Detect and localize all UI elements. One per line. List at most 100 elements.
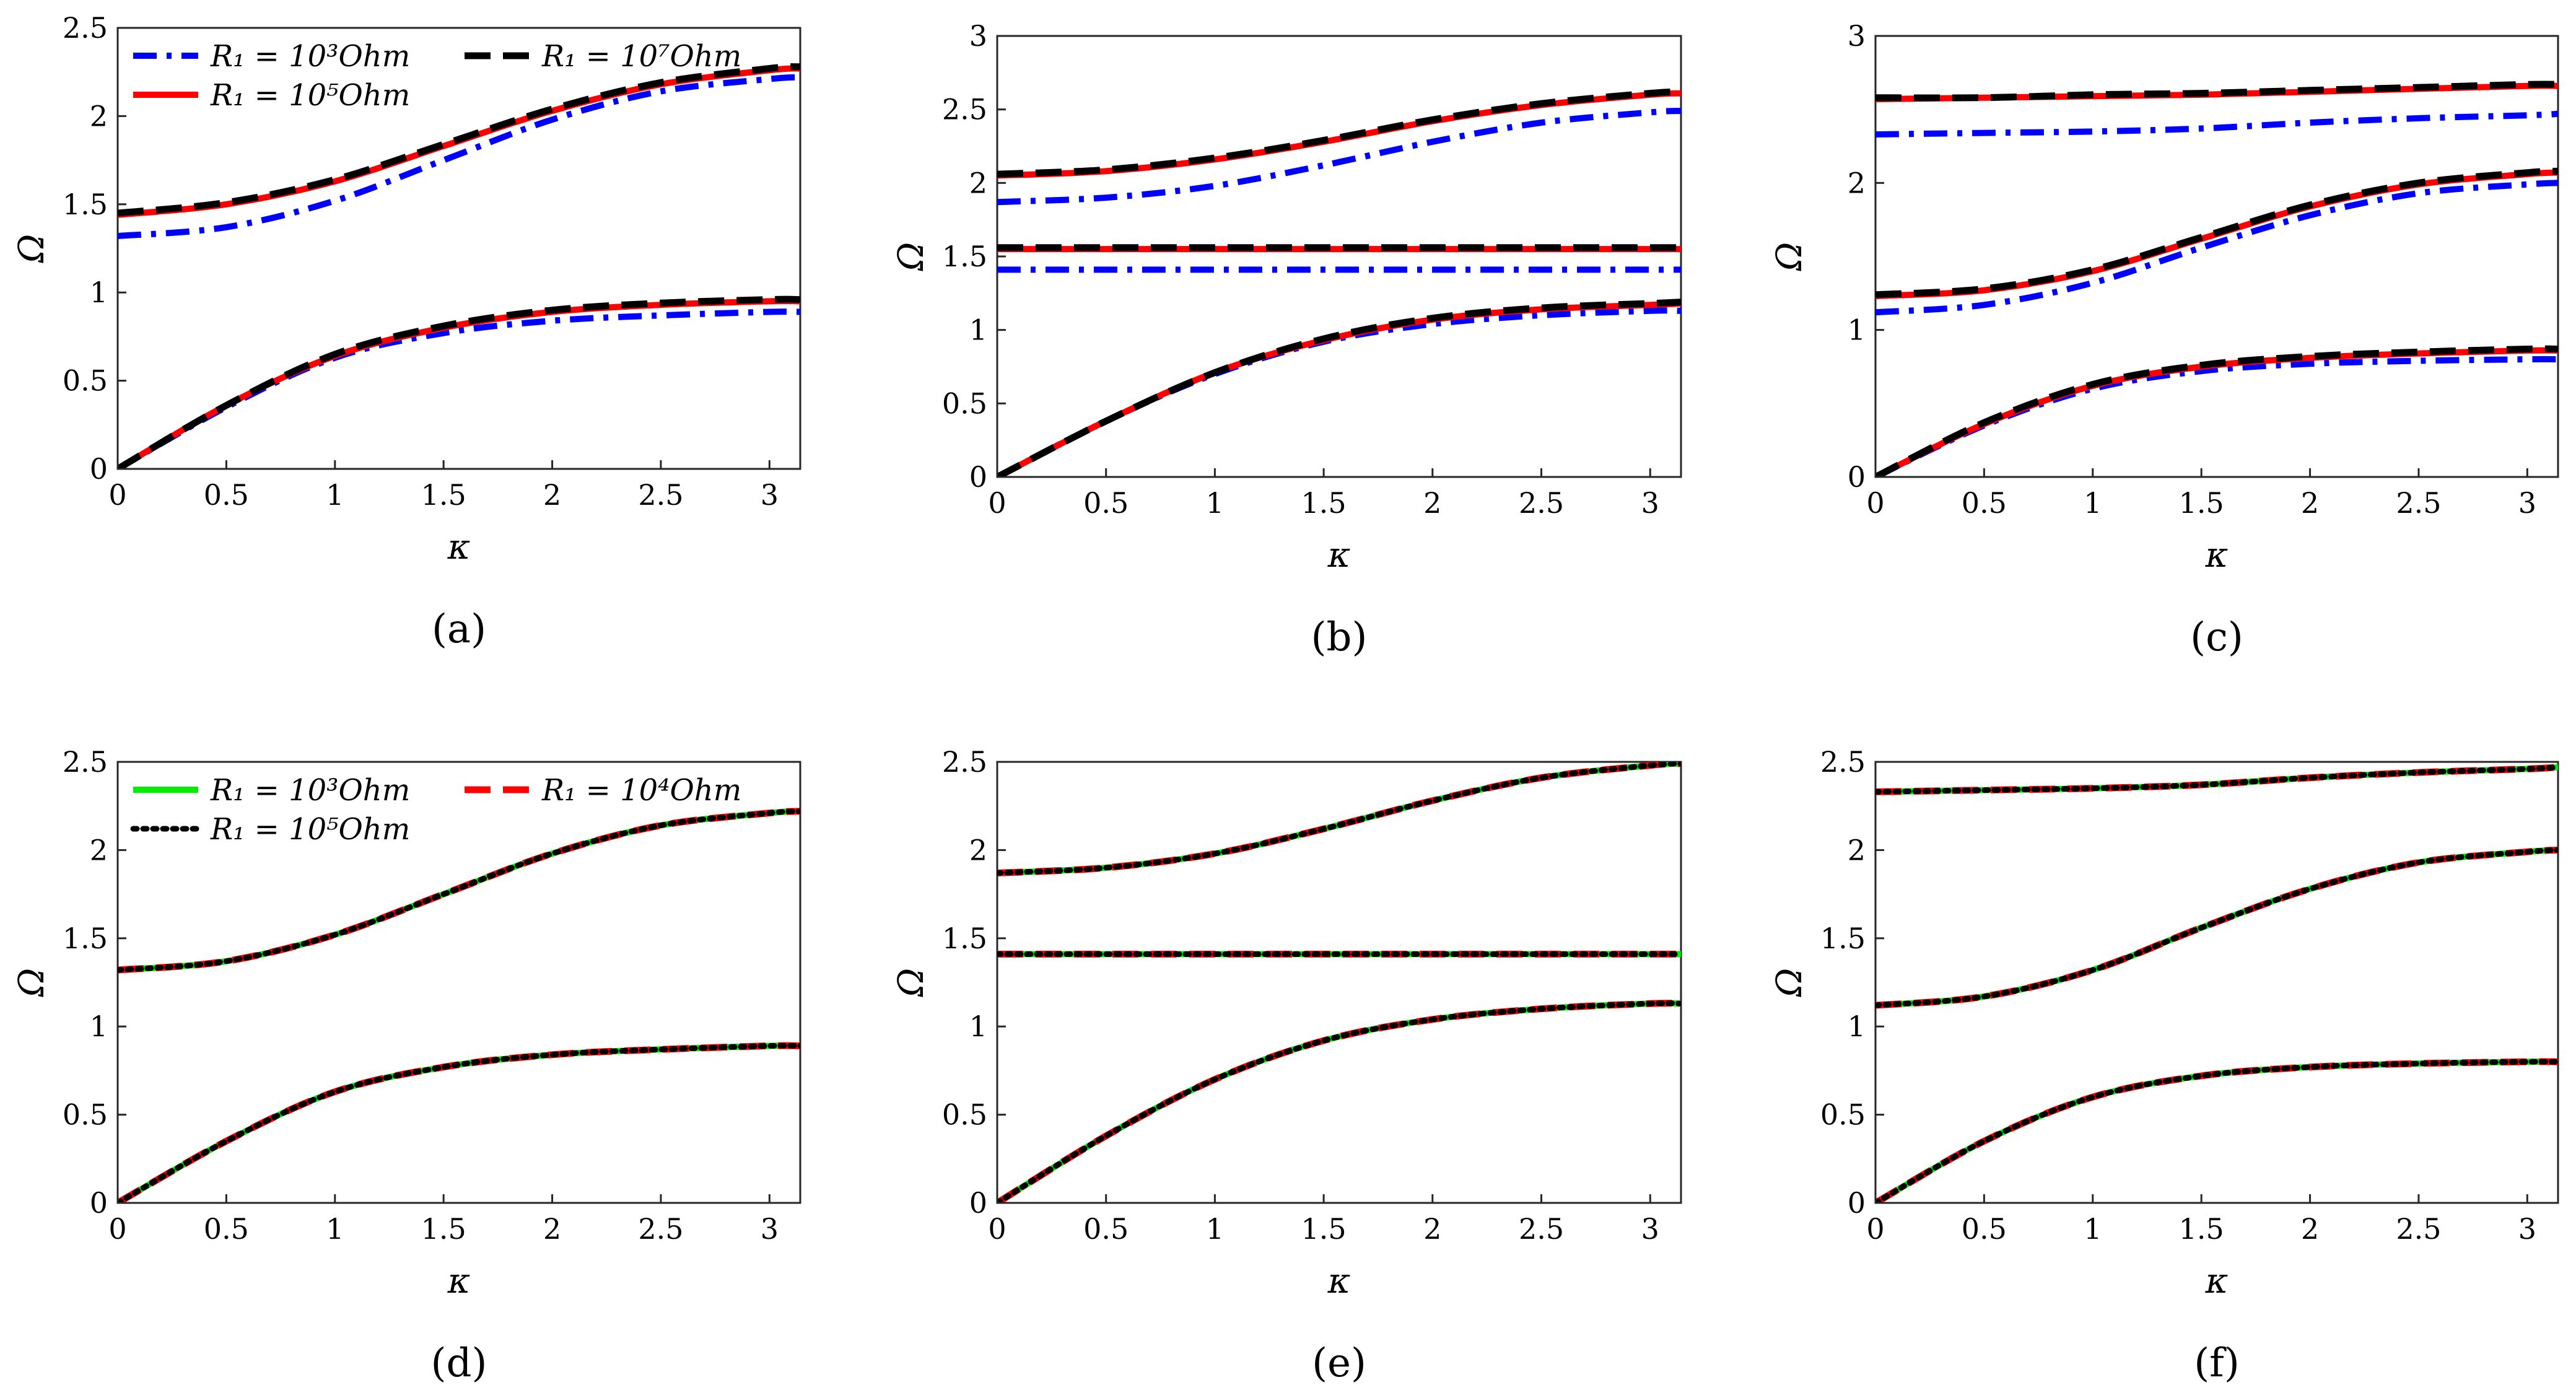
y-tick-label: 0 (90, 452, 108, 486)
series-line-b-0 (997, 307, 1681, 477)
y-tick-label: 1.5 (63, 188, 108, 221)
y-tick-label: 2.5 (942, 93, 987, 126)
series-line-c-6 (1875, 345, 2558, 477)
y-axis-label: Ω (1770, 968, 1810, 997)
x-axis-label: κ (1327, 535, 1351, 575)
y-tick-label: 1.5 (63, 922, 108, 955)
y-tick-label: 1.5 (1820, 922, 1866, 955)
x-tick-label: 1.5 (421, 1212, 466, 1246)
x-tick-label: 2 (2301, 486, 2319, 520)
x-tick-label: 3 (761, 478, 779, 512)
series-line-a-1 (118, 74, 800, 240)
x-tick-label: 2 (1423, 1212, 1441, 1246)
y-tick-label: 0 (90, 1186, 108, 1220)
x-tick-label: 0.5 (1083, 1212, 1129, 1246)
y-axis-label: Ω (12, 234, 52, 263)
legend-label-2: R₁ = 10⁵Ohm (210, 812, 410, 847)
x-tick-label: 2 (2301, 1212, 2319, 1246)
series-line-e-8 (997, 762, 1681, 876)
x-tick-label: 2 (1423, 486, 1441, 520)
x-tick-label: 1.5 (1301, 1212, 1347, 1246)
x-tick-label: 2.5 (638, 478, 683, 512)
y-tick-label: 2 (969, 166, 987, 199)
panel-caption: (e) (1312, 1340, 1366, 1385)
y-axis-label: Ω (1770, 242, 1810, 271)
x-tick-label: 1 (1206, 1212, 1224, 1246)
x-tick-label: 1 (326, 1212, 344, 1246)
y-tick-label: 1 (90, 1010, 108, 1043)
series-line-d-5 (118, 808, 800, 973)
y-tick-label: 0.5 (942, 387, 987, 420)
y-tick-label: 0.5 (1820, 1098, 1866, 1132)
x-axis-label: κ (2205, 535, 2229, 575)
y-tick-label: 1 (1848, 313, 1866, 347)
chart-panel-e: 0 0.5 1 1.5 2 2.5 3 0 0.5 1 1.5 2 2.5 κ Ω (e) (891, 745, 1682, 1385)
plot-frame (996, 35, 1682, 478)
plot-frame (116, 27, 801, 470)
legend-label-0: R₁ = 10³Ohm (210, 39, 410, 74)
series-line-a-5 (118, 63, 800, 217)
series-line-c-8 (1875, 81, 2558, 102)
plot-frame (1874, 761, 2559, 1204)
x-tick-label: 0 (108, 1212, 126, 1246)
series-line-c-2 (1875, 110, 2558, 138)
y-tick-label: 2 (969, 833, 987, 867)
y-tick-label: 0.5 (942, 1098, 987, 1132)
y-tick-label: 3 (969, 19, 987, 53)
x-axis-label: κ (447, 1261, 471, 1301)
series-line-c-0 (1875, 356, 2558, 477)
series-line-a-4 (118, 295, 800, 469)
y-tick-label: 0 (1848, 1186, 1866, 1220)
y-tick-label: 2.5 (1820, 745, 1866, 779)
chart-panel-c: 0 0.5 1 1.5 2 2.5 3 0 1 2 3 κ Ω (c) (1770, 19, 2559, 660)
y-tick-label: 2.5 (942, 745, 987, 779)
y-tick-label: 2 (90, 99, 108, 133)
x-tick-label: 0 (988, 486, 1006, 520)
series-line-f-7 (1875, 847, 2558, 1008)
x-tick-label: 2.5 (2396, 1212, 2441, 1246)
series-group (118, 808, 800, 1203)
series-line-c-7 (1875, 167, 2558, 299)
chart-panel-a: 0 0.5 1 1.5 2 2.5 3 0 0.5 1 1.5 2 2.5 κ Ω (a) R₁ = 10³Oh… (12, 11, 801, 652)
y-tick-label: 1 (969, 313, 987, 347)
x-tick-label: 1.5 (2179, 486, 2224, 520)
x-tick-label: 1.5 (1301, 486, 1347, 520)
panel-caption: (d) (431, 1340, 487, 1385)
x-tick-label: 0.5 (1962, 1212, 2007, 1246)
x-tick-label: 2.5 (1519, 486, 1564, 520)
series-line-e-6 (997, 1000, 1681, 1203)
legend-label-1: R₁ = 10⁷Ohm (541, 39, 741, 74)
x-tick-label: 0.5 (204, 1212, 249, 1246)
y-tick-label: 2.5 (63, 745, 108, 779)
x-tick-label: 1.5 (2179, 1212, 2224, 1246)
x-tick-label: 3 (761, 1212, 779, 1246)
legend-label-1: R₁ = 10⁴Ohm (541, 773, 741, 808)
x-tick-label: 0.5 (204, 478, 249, 512)
legend: R₁ = 10³Ohm R₁ = 10⁷Ohm R₁ = 10⁵Ohm (133, 39, 741, 113)
series-line-b-6 (997, 299, 1681, 477)
y-tick-label: 1 (969, 1010, 987, 1043)
x-tick-label: 2.5 (638, 1212, 683, 1246)
panel-caption: (b) (1311, 614, 1368, 660)
y-tick-label: 3 (1848, 19, 1866, 53)
x-axis-label: κ (447, 527, 471, 567)
y-tick-label: 2.5 (63, 11, 108, 45)
x-tick-label: 3 (2518, 1212, 2536, 1246)
series-group (118, 63, 800, 469)
x-tick-label: 0.5 (1962, 486, 2007, 520)
y-axis-label: Ω (12, 968, 52, 997)
y-tick-label: 2 (90, 833, 108, 867)
panel-caption: (f) (2194, 1340, 2240, 1385)
y-tick-label: 2 (1848, 833, 1866, 867)
legend-label-0: R₁ = 10³Ohm (210, 773, 410, 808)
x-axis-label: κ (2205, 1261, 2229, 1301)
x-tick-label: 0 (1866, 1212, 1884, 1246)
series-line-f-6 (1875, 1059, 2558, 1203)
legend-label-2: R₁ = 10⁵Ohm (210, 78, 410, 113)
x-tick-label: 2 (543, 478, 561, 512)
y-tick-label: 1 (1848, 1010, 1866, 1043)
panel-caption: (c) (2190, 614, 2243, 660)
y-tick-label: 1.5 (942, 922, 987, 955)
chart-panel-b: 0 0.5 1 1.5 2 2.5 3 0 0.5 1 1.5 2 2.5 3 κ Ω (b) (891, 19, 1682, 660)
series-group (997, 88, 1681, 477)
